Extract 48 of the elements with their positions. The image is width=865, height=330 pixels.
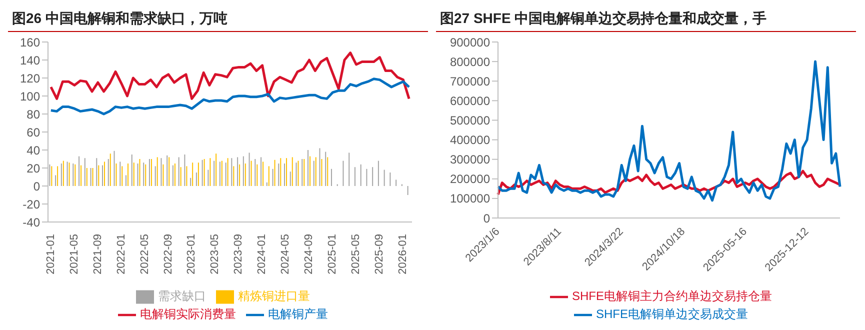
y-tick-label: 140 [20,53,40,68]
x-tick-label: 2024-05 [280,234,292,274]
x-tick-label: 2026-01 [397,234,410,274]
x-tick-label: 2022-05 [138,234,151,274]
y-tick-label: 200000 [450,172,490,186]
x-tick-label: 2023-05 [209,234,222,274]
y-tick-label: 800000 [450,54,490,69]
y-tick-label: 700000 [450,74,490,88]
line-series [50,78,410,116]
y-tick-label: 100000 [450,192,490,206]
line-series [496,60,842,202]
x-tick-label: 2023-01 [186,234,198,274]
legend-label: SHFE电解铜主力合约单边交易持仓量 [572,289,772,304]
legend-label: SHFE电解铜单边交易成交量 [596,307,748,322]
y-tick-label: 400000 [450,133,490,148]
y-tick-label: -20 [22,197,40,212]
line-series [50,52,410,100]
y-tick-label: 40 [26,143,40,158]
x-tick-label: 2025-01 [326,234,339,274]
y-tick-label: 120 [20,71,40,86]
y-tick-label: 80 [26,107,40,122]
y-tick-label: 600000 [450,94,490,108]
x-tick-label: 2022-01 [115,234,128,274]
x-tick-label: 2021-09 [92,234,104,274]
x-tick-label: 2024-09 [303,234,316,274]
x-tick-label: 2021-05 [68,234,80,274]
chart-title: 图26 中国电解铜和需求缺口，万吨 [8,8,428,32]
x-tick-label: 2025-09 [374,234,386,274]
y-tick-label: 100 [20,89,40,104]
y-tick-label: 900000 [450,35,490,50]
x-tick-label: 2024-01 [256,234,268,274]
y-tick-label: 500000 [450,113,490,128]
y-tick-label: 60 [26,125,40,140]
chart-title: 图27 SHFE 中国电解铜单边交易持仓量和成交量，手 [436,8,856,32]
x-tick-label: 2021-01 [44,234,57,274]
legend-label: 需求缺口 [158,289,206,304]
y-tick-label: 20 [26,161,40,176]
x-tick-label: 2022-09 [162,234,174,274]
y-tick-label: 300000 [450,152,490,167]
legend-label: 精炼铜进口量 [238,289,310,304]
x-tick-label: 2023-09 [232,234,245,274]
y-tick-label: 160 [20,35,40,50]
legend-label: 电解铜产量 [268,307,328,322]
y-tick-label: 0 [33,179,40,194]
x-tick-label: 2025-05 [350,234,362,274]
y-tick-label: 0 [483,211,490,226]
y-tick-label: -40 [22,215,40,230]
legend-label: 电解铜实际消费量 [140,307,236,322]
